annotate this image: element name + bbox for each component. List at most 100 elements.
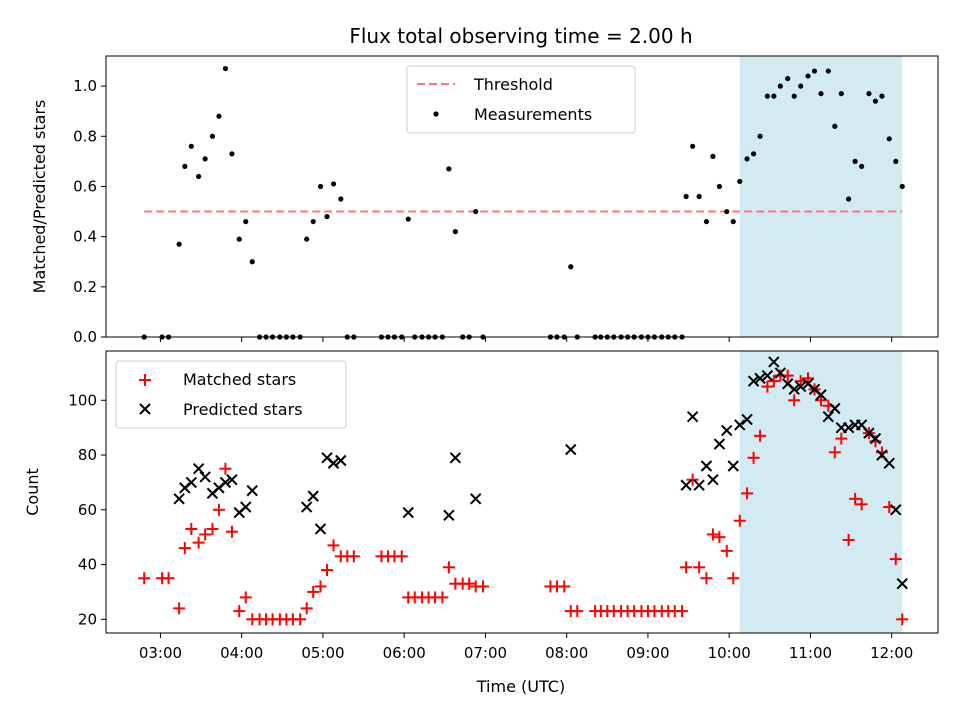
data-point (706, 528, 719, 541)
data-point (222, 65, 229, 72)
data-point (206, 522, 219, 535)
data-point (896, 613, 909, 626)
data-point (233, 605, 246, 618)
data-point (463, 577, 476, 590)
x-tick-label: 10:00 (708, 644, 751, 662)
legend-measurements-swatch (433, 111, 439, 117)
data-point (767, 375, 780, 388)
data-point (716, 183, 723, 190)
count-panel: 20 40 60 80 100 03:00 04:00 05:00 06:00 07:00 08:0… (23, 350, 939, 662)
data-point (568, 264, 574, 270)
data-point (452, 229, 458, 235)
data-point (872, 98, 879, 104)
data-point (750, 151, 757, 157)
data-point (859, 163, 865, 169)
data-point (757, 133, 763, 139)
data-point (713, 438, 726, 450)
data-point (703, 218, 710, 225)
data-point (828, 446, 841, 459)
data-point (896, 578, 908, 590)
y-axis-label: Matched/Predicted stars (30, 100, 49, 294)
data-point (185, 522, 198, 535)
data-point (199, 528, 212, 541)
data-point (229, 151, 235, 157)
data-point (811, 68, 818, 74)
data-point (236, 236, 242, 242)
plot-frame (105, 350, 939, 634)
data-point (852, 158, 858, 164)
data-point (192, 463, 205, 475)
data-point (327, 539, 340, 552)
x-tick-label: 04:00 (220, 644, 263, 662)
data-point (724, 208, 730, 215)
data-point (443, 509, 455, 521)
data-point (693, 561, 706, 574)
data-point (240, 501, 252, 513)
data-point (842, 421, 855, 434)
data-point (558, 580, 571, 593)
data-point (300, 602, 313, 615)
series-matched-stars (138, 369, 909, 626)
y-tick-label: 100 (68, 391, 97, 409)
data-point (707, 473, 719, 486)
data-point (683, 193, 689, 200)
y-tick-label: 0.8 (73, 127, 97, 145)
y-tick-label: 0.2 (73, 278, 97, 296)
data-point (162, 572, 175, 585)
data-point (680, 561, 693, 574)
data-point (477, 580, 489, 593)
data-point (449, 452, 462, 464)
y-axis-label: Count (23, 468, 42, 516)
data-point (317, 183, 324, 190)
data-point (188, 143, 194, 149)
data-point (700, 460, 713, 472)
y-tick-label: 1.0 (73, 77, 97, 95)
data-point (225, 525, 238, 538)
data-point (209, 133, 216, 139)
observing-window-span (739, 56, 903, 337)
series-predicted-stars (173, 356, 908, 590)
data-point (219, 476, 232, 489)
x-tick-label: 06:00 (383, 644, 426, 662)
legend: Threshold Measurements (406, 65, 636, 134)
data-point (737, 178, 743, 185)
data-point (890, 504, 902, 516)
data-point (696, 193, 702, 200)
legend-matched-swatch (139, 374, 151, 386)
legend-label: Matched stars (183, 370, 296, 389)
data-point (869, 432, 882, 445)
data-point (436, 591, 449, 604)
data-point (855, 498, 868, 511)
data-point (886, 136, 892, 142)
data-point (138, 572, 151, 585)
data-point (330, 181, 337, 187)
legend-label: Predicted stars (183, 400, 303, 419)
x-tick-label: 08:00 (545, 644, 588, 662)
data-point (314, 580, 327, 593)
y-tick-label: 0.6 (73, 177, 97, 195)
x-tick-label: 05:00 (301, 644, 344, 662)
data-point (741, 487, 754, 500)
data-point (846, 196, 852, 202)
data-point (314, 523, 327, 535)
data-point (219, 462, 232, 475)
data-point (849, 492, 862, 505)
legend-box (115, 360, 347, 429)
data-point (710, 153, 716, 159)
data-point (838, 91, 844, 97)
data-point (798, 83, 804, 89)
data-point (818, 91, 824, 97)
data-point (182, 163, 188, 169)
data-point (825, 68, 831, 74)
y-tick-label: 0.0 (73, 328, 97, 346)
y-tick-label: 0.4 (73, 228, 97, 246)
x-tick-label: 07:00 (464, 644, 507, 662)
plot-frame (105, 55, 939, 338)
data-point (842, 533, 855, 546)
x-axis-label: Time (UTC) (476, 677, 565, 696)
data-point (774, 367, 787, 379)
legend-predicted-swatch (139, 403, 151, 415)
data-point (785, 75, 791, 82)
data-point (794, 380, 807, 393)
data-point (815, 389, 827, 401)
